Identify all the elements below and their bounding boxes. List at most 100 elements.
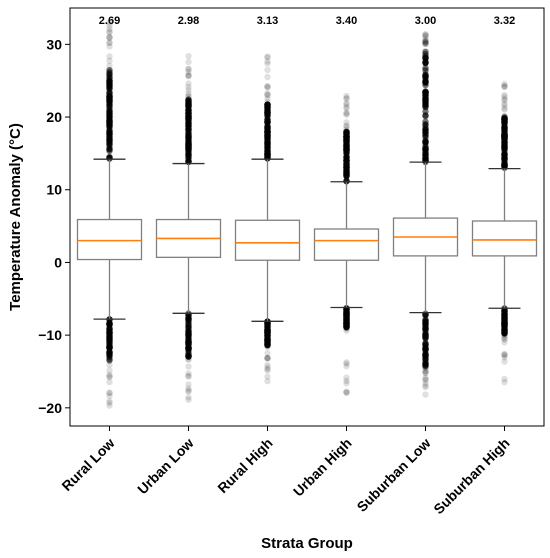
outlier-point	[422, 134, 429, 141]
outlier-point	[422, 374, 429, 381]
outlier-point	[501, 322, 508, 330]
outlier-point	[264, 91, 271, 98]
outlier-point	[343, 327, 350, 334]
outlier-point	[185, 394, 192, 401]
outlier-point	[185, 370, 192, 377]
outlier-point	[422, 369, 429, 377]
box-series	[76, 158, 538, 322]
box-suburban-high	[471, 168, 538, 309]
outlier-point	[264, 343, 271, 351]
outlier-point	[264, 60, 271, 67]
axes-frame	[69, 7, 545, 427]
outlier-point	[106, 389, 113, 397]
outlier-point	[185, 86, 192, 94]
outlier-point	[422, 365, 429, 372]
outlier-point	[185, 138, 192, 145]
outlier-point	[422, 40, 429, 48]
outlier-point	[343, 133, 350, 140]
outlier-point	[264, 101, 271, 108]
outlier-point	[106, 29, 113, 36]
outlier-point	[264, 349, 271, 357]
outlier-point	[185, 72, 192, 79]
outlier-point	[422, 380, 429, 387]
outlier-point	[106, 22, 113, 29]
outlier-point	[106, 367, 113, 374]
outlier-point	[106, 378, 113, 386]
y-tick-label: −10	[38, 327, 62, 343]
outlier-point	[343, 111, 350, 118]
outlier-point	[501, 93, 508, 101]
outlier-point	[185, 144, 192, 151]
outlier-point	[501, 352, 508, 359]
outlier-point	[185, 80, 192, 87]
outlier-point	[422, 367, 429, 375]
outlier-point	[422, 341, 429, 348]
y-tick-label: 20	[46, 109, 62, 125]
outlier-point	[106, 88, 113, 96]
outlier-point	[501, 333, 508, 341]
outlier-point	[185, 344, 192, 352]
outlier-point	[422, 148, 429, 156]
outlier-point	[343, 388, 350, 395]
outlier-point	[106, 144, 113, 151]
outlier-point	[185, 396, 192, 403]
outlier-point	[185, 92, 192, 100]
outlier-point	[264, 354, 271, 362]
outlier-point	[501, 112, 508, 120]
outlier-point	[501, 80, 508, 88]
outlier-point	[185, 66, 192, 73]
outlier-point	[422, 129, 429, 137]
x-axis-title: Strata Group	[261, 535, 353, 552]
outlier-point	[343, 105, 350, 112]
outlier-point	[343, 101, 350, 108]
box-annotation: 3.40	[336, 15, 357, 27]
outlier-point	[264, 53, 271, 60]
outlier-point	[264, 131, 271, 138]
y-tick-label: −20	[38, 400, 62, 416]
outlier-point	[106, 371, 113, 379]
outlier-point	[185, 385, 192, 392]
outlier-point	[422, 332, 429, 340]
outlier-point	[501, 123, 508, 130]
outlier-point	[185, 72, 192, 79]
outlier-point	[185, 327, 192, 335]
iqr-box	[471, 220, 538, 257]
outlier-point	[264, 83, 271, 90]
outlier-point	[264, 328, 271, 336]
outlier-point	[106, 43, 113, 50]
outlier-point	[422, 360, 429, 368]
outlier-point	[343, 95, 350, 102]
outlier-point	[501, 375, 508, 383]
outlier-point	[185, 52, 192, 60]
iqr-box	[76, 218, 143, 261]
outlier-point	[422, 91, 429, 98]
outlier-point	[106, 33, 113, 41]
outlier-point	[106, 39, 113, 46]
outlier-point	[422, 31, 429, 38]
outlier-point	[343, 380, 350, 387]
outlier-point	[264, 124, 271, 131]
outliers-urban-high	[343, 92, 350, 396]
outlier-point	[185, 65, 192, 72]
outlier-point	[185, 388, 192, 395]
outlier-point	[501, 96, 508, 103]
outlier-point	[422, 95, 429, 103]
box-annotation: 3.13	[257, 15, 278, 27]
outlier-point	[343, 123, 350, 130]
outlier-point	[106, 332, 113, 339]
outlier-point	[343, 95, 350, 102]
outlier-point	[264, 119, 271, 126]
y-axis-title: Temperature Anomaly (°C)	[7, 123, 24, 311]
outlier-point	[106, 57, 113, 64]
outlier-point	[264, 337, 271, 344]
outlier-point	[501, 336, 508, 343]
outlier-point	[422, 40, 429, 47]
outlier-point	[501, 102, 508, 109]
outlier-point	[106, 25, 113, 33]
outlier-points	[106, 19, 508, 409]
outlier-point	[422, 40, 429, 47]
outlier-point	[501, 105, 508, 112]
outlier-point	[106, 62, 113, 69]
outlier-point	[343, 389, 350, 396]
